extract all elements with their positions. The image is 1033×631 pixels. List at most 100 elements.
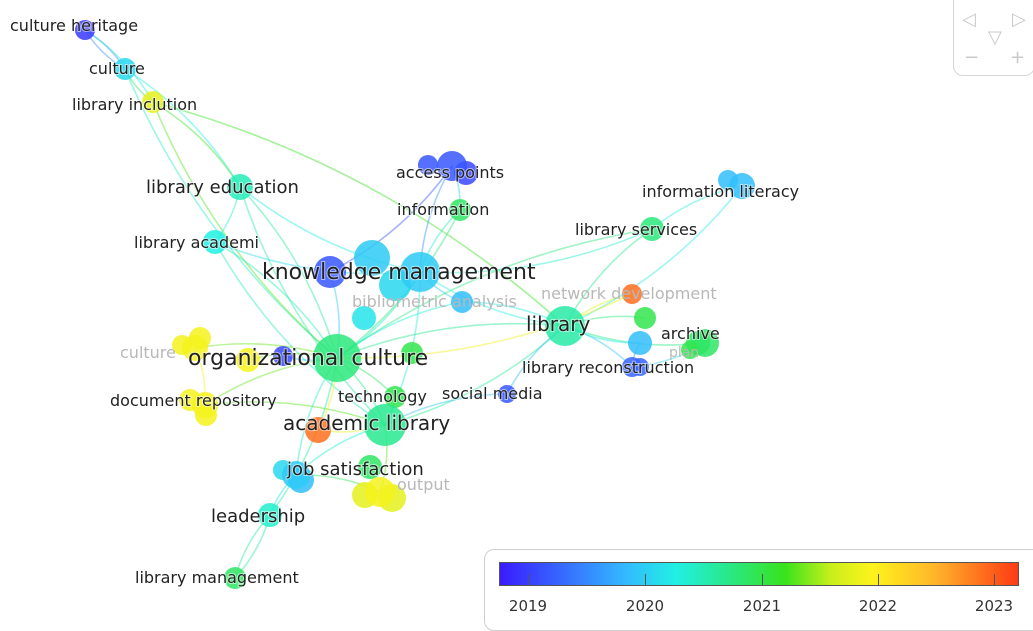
link-culture-library-education [124,68,241,188]
node-kmgmt-purple[interactable] [314,256,346,288]
link-library-services-organizational-culture [336,228,653,359]
node-library-inclution[interactable] [142,91,164,113]
label-archive[interactable]: archive [660,323,721,344]
node-orgcult-purple[interactable] [273,346,293,366]
label-leadership[interactable]: leadership [210,505,306,528]
legend-tick-label-2021: 2021 [742,597,782,615]
node-academic-library[interactable] [364,404,406,446]
label-social-media[interactable]: social media [441,383,544,404]
label-library-management[interactable]: library management [134,567,300,588]
legend-tick-mark [645,574,646,586]
label-library-education[interactable]: library education [145,176,300,199]
kmgmt-cluster-node[interactable] [352,306,376,330]
label-culture-faint[interactable]: culture [120,343,176,362]
orgculture-cluster-node[interactable] [401,342,423,364]
label-information[interactable]: information [396,199,490,220]
node-library-management[interactable] [224,567,246,589]
node-job-satisfaction[interactable] [282,461,310,489]
node-library-education[interactable] [227,174,253,200]
node-academic-red[interactable] [305,417,331,443]
label-library-academi[interactable]: library academi [133,232,260,253]
label-culture-heritage[interactable]: culture heritage [9,15,139,36]
zoom-out-icon[interactable]: − [964,47,980,68]
node-culture[interactable] [114,58,136,80]
label-job-satisfaction[interactable]: job satisfaction [285,458,425,481]
link-library-inclution-organizational-culture [152,101,338,359]
label-output[interactable]: output [397,475,450,494]
link-library-education-organizational-culture [239,186,338,359]
node-access-points[interactable] [437,151,467,181]
output-cluster-node[interactable] [358,455,382,479]
link-culture-organizational-culture [124,68,338,359]
label-library-reconstruction[interactable]: library reconstruction [521,357,695,378]
legend-tick-mark [762,574,763,586]
node-library-reconstruction[interactable] [622,357,642,377]
pan-right-icon[interactable]: ▷ [1012,9,1026,30]
node-orgcult-yellow[interactable] [236,348,260,372]
link-library-inclution-library [152,101,566,327]
pan-left-icon[interactable]: ◁ [962,9,976,30]
node-information-literacy[interactable] [729,173,755,199]
node-layer [75,20,755,589]
link-information-literacy-library [564,185,743,327]
link-library-education-knowledge-management [239,186,421,273]
link-library-academic-library [384,325,566,426]
color-gradient-bar [499,562,1019,586]
link-library-organizational-culture [336,322,566,359]
legend-tick-mark [994,574,995,586]
node-library-services[interactable] [640,217,664,241]
node-library-academi[interactable] [203,230,227,254]
node-library[interactable] [545,306,585,346]
label-document-repository[interactable]: document repository [109,390,278,411]
link-document-repository-academic-library [204,401,386,426]
legend-tick-label-2022: 2022 [858,597,898,615]
label-library-inclution[interactable]: library inclution [71,94,198,115]
node-output[interactable] [365,477,395,507]
node-knowledge-management[interactable] [400,252,440,292]
keyword-network[interactable]: culture heritage culture library inclution… [0,0,1033,616]
node-technology[interactable] [384,386,406,408]
link-access-points-kmgmt-purple [329,165,453,273]
label-information-literacy[interactable]: information literacy [641,181,800,202]
label-layer: culture heritage culture library inclution… [9,15,800,588]
legend-tick-label-2023: 2023 [974,597,1014,615]
label-library[interactable]: library [525,311,592,337]
node-social-media[interactable] [498,385,516,403]
label-library-services[interactable]: library services [574,219,698,240]
legend-tick-label-2019: 2019 [508,597,548,615]
node-library-blue[interactable] [628,331,652,355]
link-library-inclution-library-education [152,101,241,188]
label-bibliometric-analysis[interactable]: bibliometric analysis [352,292,517,311]
node-document-repository[interactable] [192,392,218,418]
node-culture-faint[interactable] [182,335,208,361]
node-leadership[interactable] [258,503,282,527]
year-color-legend: 2019 2020 2021 2022 2023 [484,549,1033,631]
label-culture[interactable]: culture [88,58,146,79]
legend-tick-mark [528,574,529,586]
node-bibliometric-analysis[interactable] [451,291,473,313]
node-network-development[interactable] [622,284,642,304]
zoom-in-icon[interactable]: + [1010,47,1026,68]
link-library-education-academic-library [239,186,386,426]
node-culture-heritage[interactable] [75,20,95,40]
legend-tick-mark [878,574,879,586]
label-access-points[interactable]: access points [395,162,505,183]
navigation-control[interactable]: ◁ ▷ ▽ − + [953,0,1033,76]
pan-down-icon[interactable]: ▽ [988,27,1002,48]
link-library-services-knowledge-management [419,228,653,274]
node-library-green[interactable] [634,307,656,329]
link-library-academi-academic-library [214,241,386,426]
kmgmt-cluster-node[interactable] [354,240,390,276]
label-organizational-culture[interactable]: organizational culture [187,345,429,372]
label-academic-library[interactable]: academic library [282,410,451,436]
node-plan[interactable] [681,341,699,359]
access-points-cluster-node[interactable] [418,155,438,175]
link-network-development-organizational-culture [336,293,633,359]
label-knowledge-management[interactable]: knowledge management [261,259,537,286]
node-organizational-culture[interactable] [313,334,361,382]
legend-tick-label-2020: 2020 [625,597,665,615]
label-network-development[interactable]: network development [541,284,717,303]
label-technology[interactable]: technology [337,386,428,407]
node-information[interactable] [449,199,471,221]
label-plan[interactable]: plan [669,345,699,361]
